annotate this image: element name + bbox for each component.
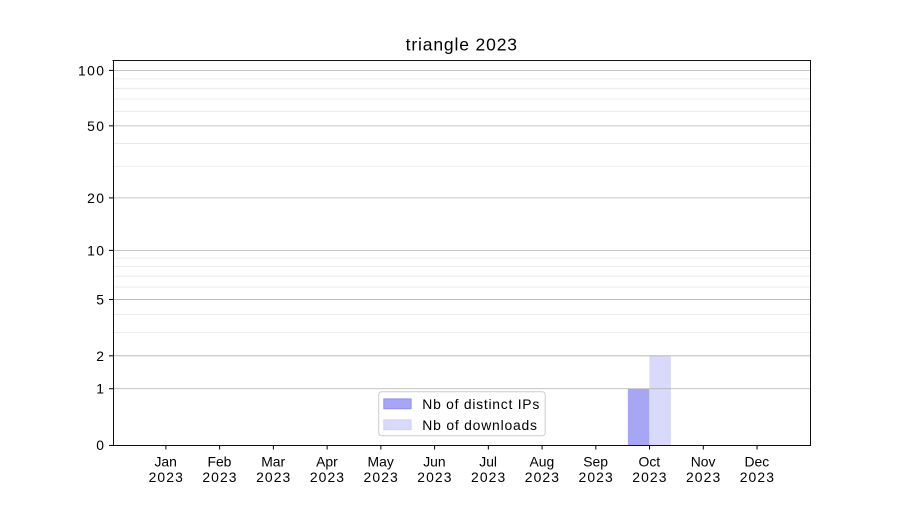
- svg-text:50: 50: [87, 118, 105, 134]
- svg-text:20: 20: [87, 190, 105, 206]
- svg-text:Dec: Dec: [744, 454, 769, 470]
- svg-text:Nb of downloads: Nb of downloads: [422, 417, 537, 433]
- svg-text:Feb: Feb: [207, 454, 231, 470]
- svg-text:May: May: [368, 454, 394, 470]
- svg-text:2023: 2023: [310, 469, 345, 485]
- svg-text:Nov: Nov: [691, 454, 716, 470]
- svg-text:2023: 2023: [525, 469, 560, 485]
- svg-text:2023: 2023: [740, 469, 775, 485]
- svg-text:10: 10: [87, 242, 105, 258]
- svg-text:2023: 2023: [471, 469, 506, 485]
- svg-text:2023: 2023: [579, 469, 614, 485]
- svg-text:Apr: Apr: [316, 454, 338, 470]
- svg-text:5: 5: [96, 292, 104, 308]
- svg-text:2023: 2023: [632, 469, 667, 485]
- svg-text:Jun: Jun: [423, 454, 445, 470]
- svg-text:2023: 2023: [149, 469, 184, 485]
- svg-text:100: 100: [78, 62, 105, 78]
- svg-text:Aug: Aug: [530, 454, 555, 470]
- svg-text:Sep: Sep: [583, 454, 608, 470]
- svg-text:2023: 2023: [364, 469, 399, 485]
- svg-text:2023: 2023: [686, 469, 721, 485]
- svg-text:Jul: Jul: [479, 454, 497, 470]
- svg-text:2023: 2023: [202, 469, 237, 485]
- svg-text:2023: 2023: [256, 469, 291, 485]
- svg-text:2023: 2023: [417, 469, 452, 485]
- svg-text:Jan: Jan: [154, 454, 176, 470]
- svg-text:Nb of distinct IPs: Nb of distinct IPs: [422, 396, 540, 412]
- svg-text:Oct: Oct: [639, 454, 661, 470]
- svg-text:Mar: Mar: [261, 454, 285, 470]
- svg-text:2: 2: [96, 348, 104, 364]
- svg-text:1: 1: [96, 381, 104, 397]
- svg-text:triangle 2023: triangle 2023: [406, 35, 518, 55]
- svg-text:0: 0: [96, 437, 104, 453]
